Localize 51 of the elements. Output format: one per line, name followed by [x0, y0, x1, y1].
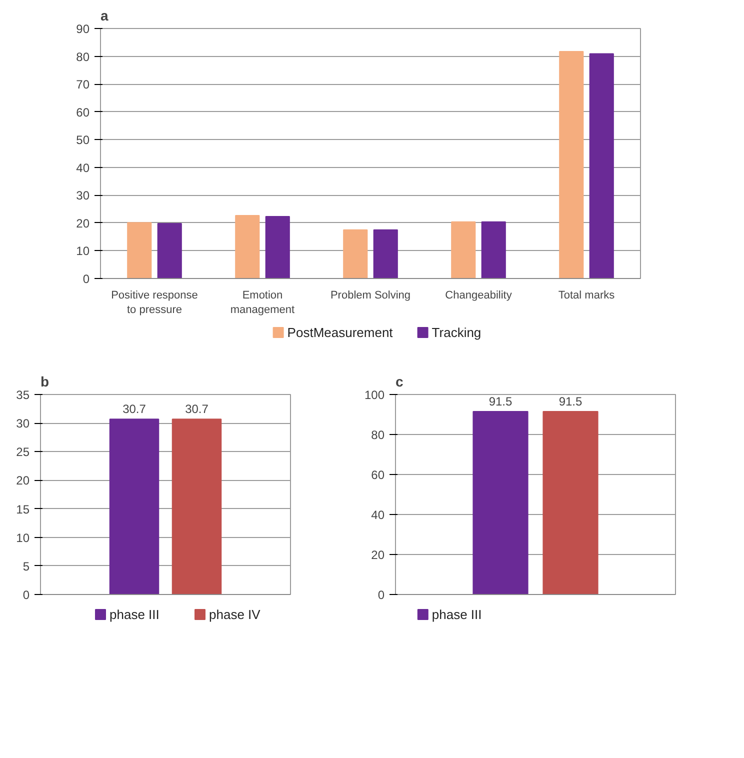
y-tick-label: 15	[16, 502, 30, 516]
x-tick-label: Total marks	[558, 290, 616, 302]
bar	[589, 53, 614, 278]
legend-label: PostMeasurement	[287, 325, 394, 340]
y-tick-label: 0	[82, 272, 90, 286]
y-tick-label: 60	[76, 105, 90, 120]
data-label: 30.7	[185, 402, 209, 416]
y-tick-label: 0	[22, 588, 30, 602]
x-tick-label: Problem Solving	[330, 290, 411, 302]
data-label: 91.5	[488, 394, 513, 408]
bar	[559, 51, 584, 278]
y-tick-label: 10	[76, 244, 90, 258]
bar	[451, 221, 476, 278]
y-tick-label: 10	[16, 530, 30, 545]
y-tick-label: 20	[76, 216, 90, 230]
y-tick-label: 20	[371, 548, 385, 562]
bar	[127, 222, 152, 278]
chart-title: a	[100, 8, 108, 24]
data-label: 30.7	[122, 402, 146, 416]
chart-title: c	[396, 374, 404, 390]
bar	[373, 229, 398, 278]
y-tick-label: 50	[76, 133, 90, 148]
y-tick-label: 5	[22, 559, 30, 574]
y-tick-label: 80	[76, 50, 90, 64]
y-tick-label: 60	[371, 468, 385, 482]
bar	[343, 229, 368, 278]
legend-label: phase III	[110, 607, 160, 622]
y-tick-label: 0	[378, 588, 385, 602]
x-tick-label: Emotion management	[230, 290, 295, 316]
y-tick-label: 30	[16, 416, 30, 431]
legend-label: Tracking	[432, 325, 482, 340]
x-tick-label: Changeability	[445, 290, 512, 302]
y-tick-label: 40	[371, 508, 385, 522]
x-tick-label: Positive response to pressure	[111, 290, 198, 316]
bar	[265, 216, 290, 278]
bar	[235, 214, 260, 278]
y-tick-label: 100	[364, 388, 385, 402]
y-tick-label: 80	[371, 428, 385, 442]
y-tick-label: 70	[76, 78, 90, 92]
legend-label: phase III	[432, 607, 482, 622]
data-label: 91.5	[558, 394, 583, 408]
bar	[157, 223, 182, 278]
y-tick-label: 25	[16, 445, 30, 460]
bar	[481, 221, 506, 278]
y-tick-label: 30	[76, 188, 90, 203]
chart-title: b	[40, 374, 50, 390]
y-tick-label: 40	[76, 160, 90, 175]
legend-label: phase IV	[209, 607, 261, 622]
y-tick-label: 20	[16, 474, 30, 488]
y-tick-label: 90	[76, 22, 90, 36]
y-tick-label: 35	[16, 388, 30, 402]
